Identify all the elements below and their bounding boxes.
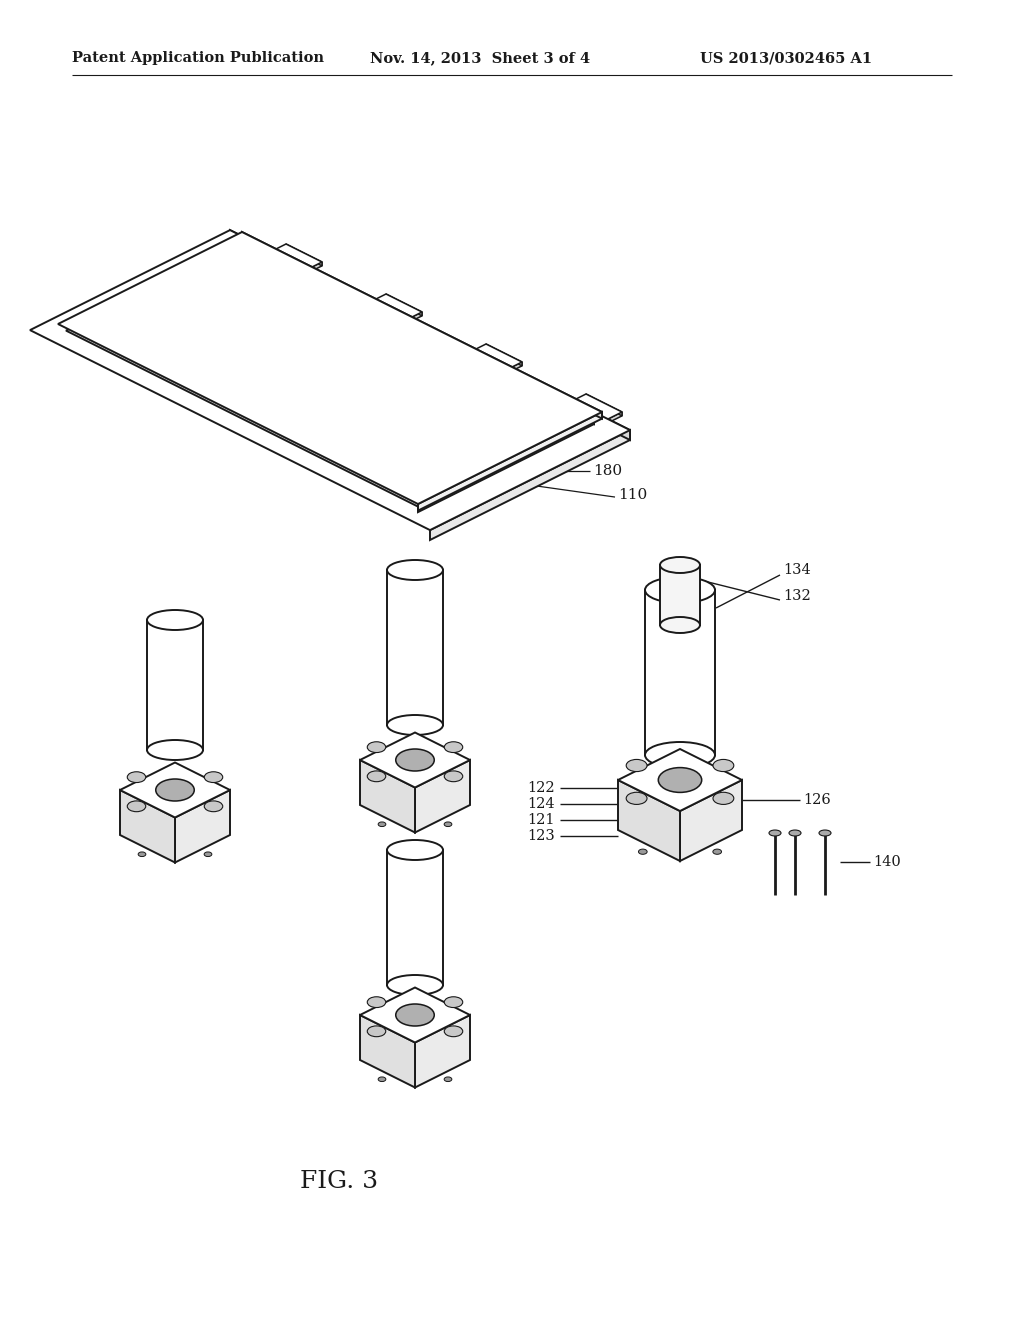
Ellipse shape (713, 849, 722, 854)
Ellipse shape (387, 715, 443, 735)
Ellipse shape (378, 1077, 386, 1081)
Ellipse shape (395, 1005, 434, 1026)
Ellipse shape (387, 560, 443, 579)
Polygon shape (30, 230, 630, 531)
Ellipse shape (713, 792, 734, 804)
Polygon shape (498, 362, 522, 378)
Polygon shape (415, 760, 470, 833)
Text: 134: 134 (783, 564, 811, 577)
Ellipse shape (204, 772, 223, 783)
Polygon shape (66, 243, 594, 507)
Ellipse shape (368, 742, 386, 752)
Polygon shape (598, 412, 622, 428)
Text: 180: 180 (593, 465, 623, 478)
Text: US 2013/0302465 A1: US 2013/0302465 A1 (700, 51, 872, 65)
Polygon shape (360, 1015, 415, 1088)
Polygon shape (660, 565, 700, 624)
Text: 122: 122 (527, 781, 555, 795)
Text: 124: 124 (527, 797, 555, 810)
Text: 132: 132 (783, 589, 811, 603)
Polygon shape (418, 418, 594, 512)
Ellipse shape (658, 768, 701, 792)
Ellipse shape (127, 801, 145, 812)
Polygon shape (418, 412, 602, 511)
Polygon shape (175, 789, 230, 862)
Ellipse shape (444, 771, 463, 781)
Polygon shape (386, 294, 422, 315)
Ellipse shape (638, 849, 647, 854)
Ellipse shape (138, 851, 145, 857)
Polygon shape (430, 430, 630, 540)
Ellipse shape (645, 577, 715, 603)
Ellipse shape (769, 830, 781, 836)
Polygon shape (618, 780, 680, 861)
Polygon shape (415, 1015, 470, 1088)
Polygon shape (680, 780, 742, 861)
Ellipse shape (627, 792, 647, 804)
Polygon shape (147, 620, 203, 750)
Ellipse shape (395, 748, 434, 771)
Polygon shape (58, 232, 602, 504)
Polygon shape (387, 850, 443, 985)
Polygon shape (298, 261, 322, 277)
Polygon shape (562, 393, 622, 424)
Text: FIG. 3: FIG. 3 (300, 1170, 378, 1193)
Polygon shape (586, 393, 622, 416)
Ellipse shape (444, 1077, 452, 1081)
Ellipse shape (444, 1026, 463, 1036)
Text: 126: 126 (803, 793, 830, 807)
Ellipse shape (660, 557, 700, 573)
Ellipse shape (790, 830, 801, 836)
Text: Patent Application Publication: Patent Application Publication (72, 51, 324, 65)
Ellipse shape (204, 801, 223, 812)
Ellipse shape (387, 840, 443, 861)
Text: 123: 123 (527, 829, 555, 843)
Ellipse shape (368, 997, 386, 1007)
Ellipse shape (444, 742, 463, 752)
Ellipse shape (147, 741, 203, 760)
Polygon shape (120, 763, 230, 817)
Ellipse shape (444, 822, 452, 826)
Ellipse shape (127, 772, 145, 783)
Polygon shape (362, 294, 422, 323)
Polygon shape (230, 230, 630, 440)
Ellipse shape (368, 1026, 386, 1036)
Polygon shape (120, 789, 175, 862)
Ellipse shape (645, 742, 715, 768)
Ellipse shape (444, 997, 463, 1007)
Text: 140: 140 (873, 855, 901, 869)
Polygon shape (286, 244, 322, 265)
Ellipse shape (713, 759, 734, 772)
Ellipse shape (204, 851, 212, 857)
Ellipse shape (660, 616, 700, 634)
Ellipse shape (368, 771, 386, 781)
Text: Nov. 14, 2013  Sheet 3 of 4: Nov. 14, 2013 Sheet 3 of 4 (370, 51, 590, 65)
Polygon shape (360, 733, 470, 788)
Ellipse shape (627, 759, 647, 772)
Polygon shape (618, 748, 742, 810)
Polygon shape (242, 243, 594, 424)
Text: 121: 121 (527, 813, 555, 828)
Polygon shape (645, 590, 715, 755)
Polygon shape (398, 312, 422, 327)
Ellipse shape (147, 610, 203, 630)
Text: 110: 110 (618, 488, 647, 502)
Ellipse shape (387, 975, 443, 995)
Polygon shape (242, 232, 602, 418)
Polygon shape (360, 760, 415, 833)
Polygon shape (486, 345, 522, 366)
Polygon shape (462, 345, 522, 374)
Ellipse shape (819, 830, 831, 836)
Ellipse shape (378, 822, 386, 826)
Polygon shape (360, 987, 470, 1043)
Ellipse shape (156, 779, 195, 801)
Polygon shape (262, 244, 322, 275)
Polygon shape (387, 570, 443, 725)
